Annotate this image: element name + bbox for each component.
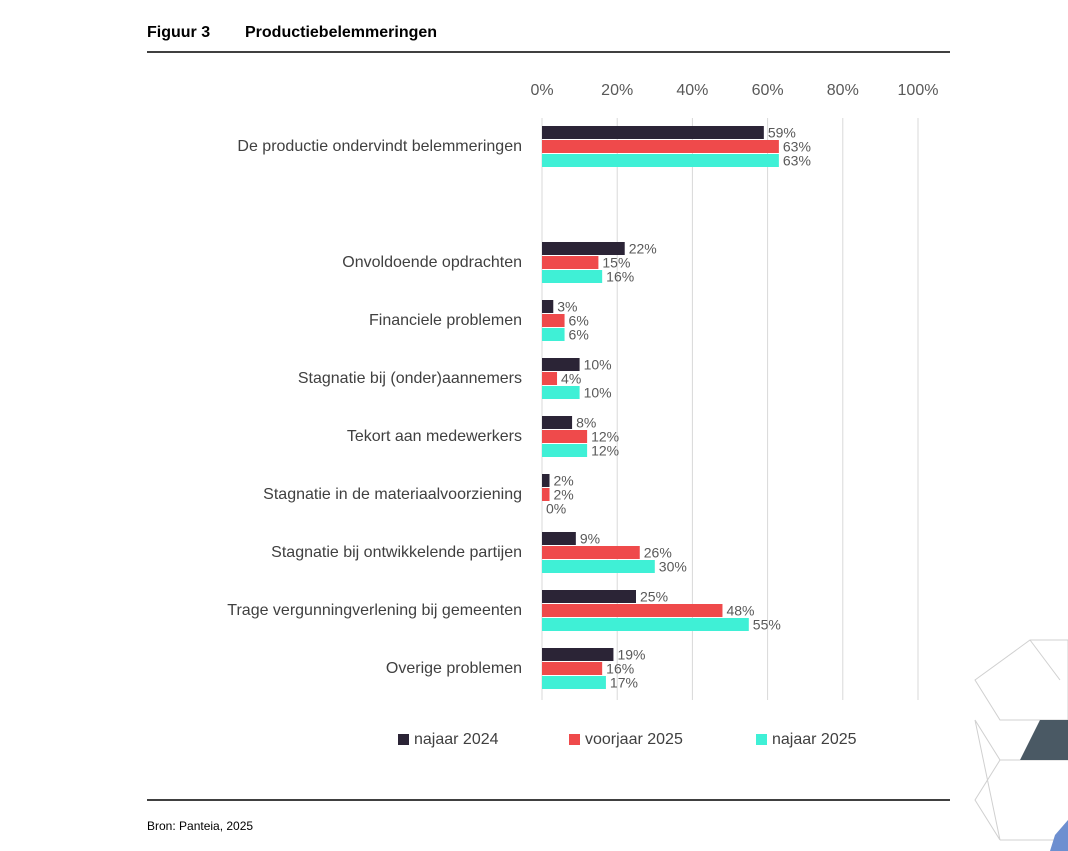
bar xyxy=(542,546,640,559)
x-tick-label: 60% xyxy=(752,82,784,99)
category-label: De productie ondervindt belemmeringen xyxy=(237,138,522,155)
category-label: Tekort aan medewerkers xyxy=(347,428,522,445)
bar xyxy=(542,314,565,327)
value-label: 12% xyxy=(591,443,619,459)
value-label: 59% xyxy=(768,125,796,141)
bar xyxy=(542,386,580,399)
value-label: 55% xyxy=(753,617,781,633)
bar xyxy=(542,590,636,603)
bar xyxy=(542,444,588,457)
decoration xyxy=(974,639,1068,851)
bar xyxy=(542,358,580,371)
value-label: 19% xyxy=(617,647,645,663)
bar xyxy=(542,154,779,167)
bar xyxy=(542,604,723,617)
bar xyxy=(542,648,614,661)
x-tick-label: 100% xyxy=(898,82,939,99)
bar xyxy=(542,372,558,385)
value-label: 8% xyxy=(576,415,596,431)
bar xyxy=(542,676,606,689)
category-label: Trage vergunningverlening bij gemeenten xyxy=(227,602,522,619)
value-label: 9% xyxy=(580,531,600,547)
category-label: Stagnatie in de materiaalvoorziening xyxy=(263,486,522,503)
value-label: 48% xyxy=(726,603,754,619)
category-label: Onvoldoende opdrachten xyxy=(342,254,522,271)
value-label: 2% xyxy=(554,487,574,503)
x-tick-label: 80% xyxy=(827,82,859,99)
bar xyxy=(542,328,565,341)
value-label: 0% xyxy=(546,501,566,517)
value-label: 15% xyxy=(602,255,630,271)
legend-marker xyxy=(569,734,580,745)
bar xyxy=(542,618,749,631)
value-label: 10% xyxy=(584,385,612,401)
category-label: Overige problemen xyxy=(386,660,522,677)
value-label: 12% xyxy=(591,429,619,445)
x-tick-label: 20% xyxy=(601,82,633,99)
bar xyxy=(542,416,573,429)
bar xyxy=(542,300,554,313)
x-tick-label: 0% xyxy=(530,82,553,99)
figure-label: Figuur 3 xyxy=(147,24,210,41)
bar xyxy=(542,532,576,545)
legend-marker xyxy=(756,734,767,745)
bar xyxy=(542,126,764,139)
bar xyxy=(542,270,603,283)
value-label: 3% xyxy=(557,299,577,315)
category-label: Financiele problemen xyxy=(369,312,522,329)
value-label: 6% xyxy=(569,327,589,343)
bar xyxy=(542,474,550,487)
bar xyxy=(542,140,779,153)
legend-label: voorjaar 2025 xyxy=(585,731,683,748)
legend-label: najaar 2025 xyxy=(772,731,857,748)
value-label: 2% xyxy=(554,473,574,489)
bar xyxy=(542,430,588,443)
value-label: 30% xyxy=(659,559,687,575)
bar xyxy=(542,488,550,501)
category-label: Stagnatie bij (onder)aannemers xyxy=(298,370,522,387)
value-label: 22% xyxy=(629,241,657,257)
bar xyxy=(542,242,625,255)
source: Bron: Panteia, 2025 xyxy=(147,819,253,833)
value-label: 10% xyxy=(584,357,612,373)
value-label: 4% xyxy=(561,371,581,387)
category-label: Stagnatie bij ontwikkelende partijen xyxy=(271,544,522,561)
value-label: 25% xyxy=(640,589,668,605)
bar xyxy=(542,560,655,573)
value-label: 63% xyxy=(783,139,811,155)
legend-marker xyxy=(398,734,409,745)
value-label: 17% xyxy=(610,675,638,691)
value-label: 63% xyxy=(783,153,811,169)
bar xyxy=(542,256,599,269)
legend-label: najaar 2024 xyxy=(414,731,499,748)
value-label: 16% xyxy=(606,661,634,677)
bar xyxy=(542,662,603,675)
value-label: 26% xyxy=(644,545,672,561)
chart-title: Productiebelemmeringen xyxy=(245,24,437,41)
x-tick-label: 40% xyxy=(676,82,708,99)
value-label: 6% xyxy=(569,313,589,329)
value-label: 16% xyxy=(606,269,634,285)
